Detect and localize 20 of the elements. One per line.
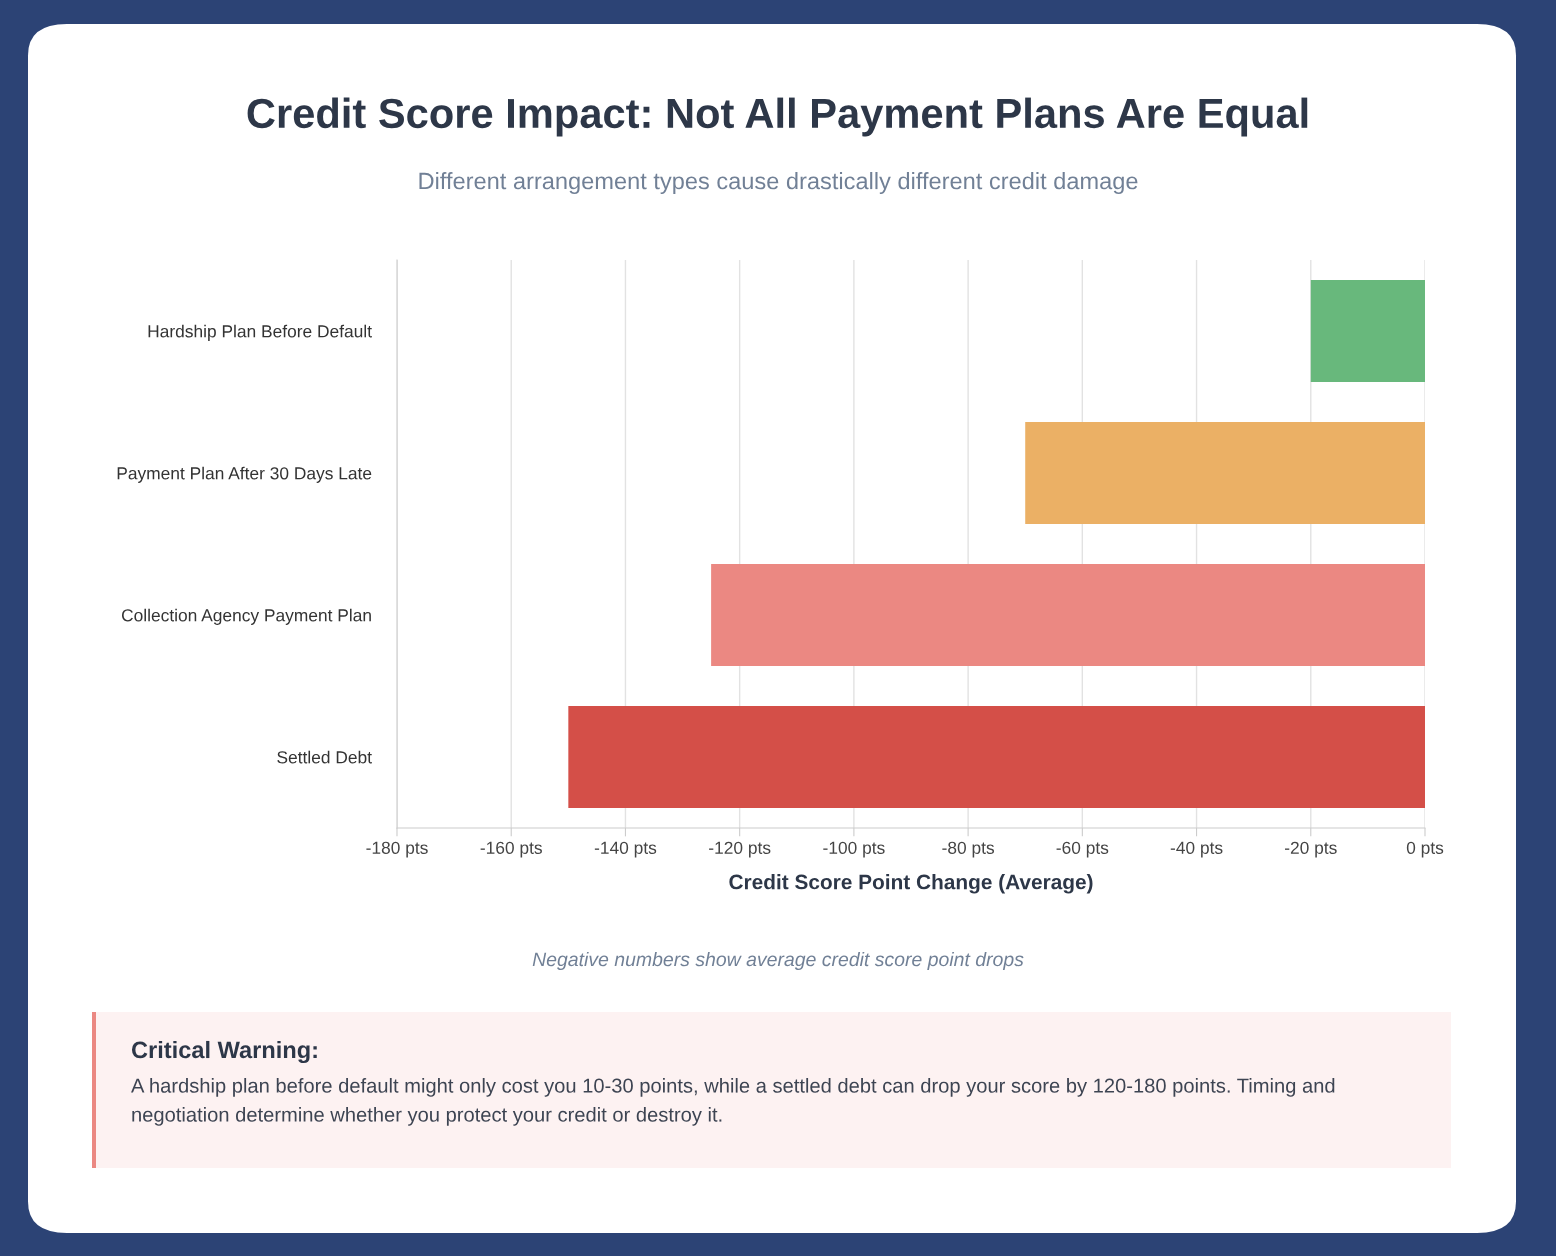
text: Negative numbers show average credit score point drops [532,951,1024,971]
text: A hardship plan before default might only cost you 10-30 points, while a settled debt can drop your score by 120-180 points. Timing and negotiation determine whether you protect your credit or destroy it. [131,1078,1335,1126]
y-tick-label: Hardship Plan Before Default [148,324,372,341]
x-tick-label: -40 pts [1170,841,1223,858]
x-axis-title: Credit Score Point Change (Average) [729,874,1093,894]
x-tick-label: -180 pts [366,841,428,858]
y-tick-label: Collection Agency Payment Plan [121,608,371,625]
x-tick-label: -80 pts [942,841,995,858]
chart-title: Credit Score Impact: Not All Payment Plans Are Equal [247,97,1308,137]
x-tick-label: -120 pts [709,841,771,858]
x-tick-label: -140 pts [594,841,657,858]
x-tick-label: 0 pts [1406,841,1444,858]
x-tick-label: -20 pts [1285,841,1337,858]
y-tick-label: Settled Debt [277,750,372,764]
chart-subtitle: Different arrangement types cause drastically different credit damage [419,172,1138,194]
y-tick-label: Payment Plan After 30 Days Late [117,466,372,483]
x-tick-label: -160 pts [480,841,542,858]
x-tick-label: -100 pts [823,841,885,858]
x-tick-label: -60 pts [1056,841,1109,858]
text: Critical Warning: [131,1040,317,1064]
